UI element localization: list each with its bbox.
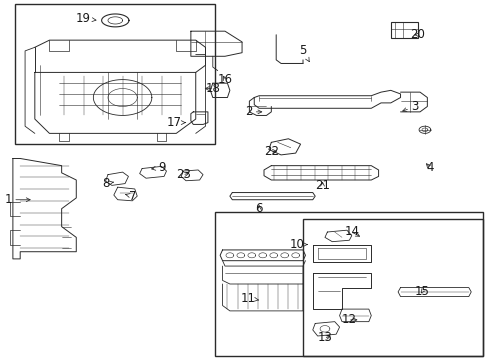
Text: 16: 16: [217, 73, 232, 86]
Text: 12: 12: [341, 313, 356, 327]
Text: 7: 7: [125, 190, 136, 203]
Text: 13: 13: [317, 331, 332, 344]
Text: 6: 6: [255, 202, 263, 215]
Text: 5: 5: [299, 44, 308, 62]
Text: 2: 2: [244, 105, 261, 118]
Text: 23: 23: [176, 168, 191, 181]
Text: 15: 15: [414, 285, 429, 298]
Text: 18: 18: [205, 82, 220, 95]
Text: 8: 8: [102, 177, 113, 190]
Text: 21: 21: [314, 179, 329, 192]
Text: 19: 19: [76, 12, 96, 25]
Text: 3: 3: [402, 100, 418, 113]
Text: 9: 9: [151, 161, 165, 174]
Text: 20: 20: [409, 28, 424, 41]
Text: 14: 14: [344, 225, 359, 238]
Text: 22: 22: [264, 145, 278, 158]
Bar: [15, 4, 215, 144]
Text: 17: 17: [166, 116, 185, 129]
Bar: [390, 22, 417, 39]
Bar: [215, 212, 483, 356]
Text: 10: 10: [289, 238, 307, 251]
Text: 4: 4: [425, 161, 433, 174]
Text: 11: 11: [241, 292, 258, 305]
Bar: [303, 220, 483, 356]
Text: 1: 1: [4, 193, 30, 206]
